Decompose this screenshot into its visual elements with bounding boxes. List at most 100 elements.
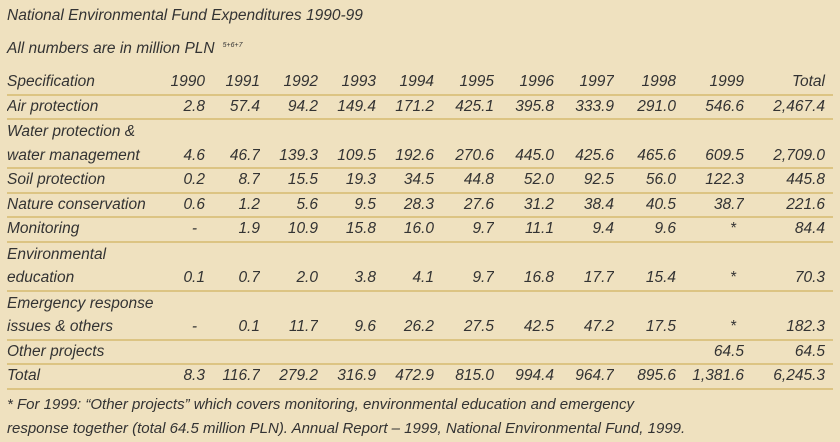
table-cell: 2,467.4 [744, 94, 833, 120]
table-row: Monitoring -1.9 10.9 15.8 16.0 9.7 11.1 9.4 9.6 *… [7, 217, 833, 243]
table-cell [554, 339, 614, 365]
table-cell [434, 339, 494, 365]
table-section: Specification 1990 1991 1992 1993 1994 1995 199… [7, 71, 833, 441]
table-cell: 116.7 [205, 364, 260, 390]
table-cell: 1.9 [205, 217, 260, 243]
table-cell: 2.8 [165, 94, 205, 120]
column-header: 1994 [376, 71, 434, 96]
row-label: Total [7, 364, 165, 390]
table-cell: 0.1 [165, 241, 205, 292]
table-cell: 9.7 [434, 241, 494, 292]
table-cell: 4.1 [376, 241, 434, 292]
table-cell: 64.5 [676, 339, 744, 365]
column-header: 1991 [205, 71, 260, 96]
table-cell: 2,709.0 [744, 119, 833, 169]
table-cell [260, 339, 318, 365]
subtitle-note: 5+6+7 [222, 42, 243, 49]
table-cell [165, 339, 205, 365]
table-title: National Environmental Fund Expenditures… [7, 7, 363, 24]
table-row: Environmental education 0.1 0.7 2.0 3.8 4.1 9.… [7, 241, 833, 292]
table-cell: 1,381.6 [676, 364, 744, 390]
table-cell: 3.8 [318, 241, 376, 292]
table-cell: 31.2 [494, 192, 554, 218]
table-cell: - [165, 290, 205, 341]
table-cell: 149.4 [318, 94, 376, 120]
table-cell: 5.6 [260, 192, 318, 218]
table-cell: 44.8 [434, 168, 494, 194]
table-cell: 182.3 [744, 290, 833, 341]
table-cell: 395.8 [494, 94, 554, 120]
table-cell: 38.7 [676, 192, 744, 218]
table-cell: 994.4 [494, 364, 554, 390]
table-cell: 9.5 [318, 192, 376, 218]
table-cell: 472.9 [376, 364, 434, 390]
table-cell: 15.4 [614, 241, 676, 292]
table-cell: 28.3 [376, 192, 434, 218]
table-subtitle: All numbers are in million PLN 5+6+7 [7, 36, 242, 59]
table-cell: 16.0 [376, 217, 434, 243]
table-cell: 56.0 [614, 168, 676, 194]
footnote-line-2: response together (total 64.5 million PL… [7, 419, 686, 437]
table-cell: 6,245.3 [744, 364, 833, 390]
table-cell: 0.6 [165, 192, 205, 218]
table-cell: 94.2 [260, 94, 318, 120]
table-cell: 8.7 [205, 168, 260, 194]
row-label: Water protection & water management [7, 119, 165, 169]
table-cell: 64.5 [744, 339, 833, 365]
table-cell: 333.9 [554, 94, 614, 120]
table-cell: 34.5 [376, 168, 434, 194]
table-cell [318, 339, 376, 365]
table-cell [494, 339, 554, 365]
column-header: Specification [7, 71, 165, 96]
table-cell: 0.7 [205, 241, 260, 292]
table-cell: 192.6 [376, 119, 434, 169]
table-cell: 52.0 [494, 168, 554, 194]
table-cell: * [676, 290, 744, 341]
table-cell: 291.0 [614, 94, 676, 120]
table-cell: 815.0 [434, 364, 494, 390]
table-cell: 895.6 [614, 364, 676, 390]
table-cell: 10.9 [260, 217, 318, 243]
column-header: 1998 [614, 71, 676, 96]
table-cell: 27.6 [434, 192, 494, 218]
table-cell: - [165, 217, 205, 243]
table-cell: 11.1 [494, 217, 554, 243]
table-cell: 546.6 [676, 94, 744, 120]
table-cell: 9.6 [614, 217, 676, 243]
table-cell: 17.7 [554, 241, 614, 292]
table-cell: 17.5 [614, 290, 676, 341]
table-cell: 171.2 [376, 94, 434, 120]
row-label: Air protection [7, 94, 165, 120]
table-cell: 425.1 [434, 94, 494, 120]
table-cell: 40.5 [614, 192, 676, 218]
footnote-line-1: * For 1999: “Other projects” which cover… [7, 395, 634, 413]
expenditures-table: Specification 1990 1991 1992 1993 1994 1995 199… [7, 71, 833, 390]
table-row: Water protection & water management 4.6 46… [7, 119, 833, 169]
column-header: 1995 [434, 71, 494, 96]
table-cell: 70.3 [744, 241, 833, 292]
table-cell: 465.6 [614, 119, 676, 169]
column-header: 1996 [494, 71, 554, 96]
column-header: 1999 [676, 71, 744, 96]
table-cell: 9.4 [554, 217, 614, 243]
table-cell: 8.3 [165, 364, 205, 390]
table-cell: 2.0 [260, 241, 318, 292]
table-cell [376, 339, 434, 365]
table-cell: 57.4 [205, 94, 260, 120]
table-cell: 84.4 [744, 217, 833, 243]
table-cell: 0.2 [165, 168, 205, 194]
table-row: Total 8.3 116.7 279.2 316.9 472.9 815.0 994.4 96… [7, 364, 833, 390]
table-cell: 26.2 [376, 290, 434, 341]
table-cell: 92.5 [554, 168, 614, 194]
column-header: Total [744, 71, 833, 96]
column-header: 1992 [260, 71, 318, 96]
row-label: Emergency response issues & others [7, 290, 165, 341]
table-row: Nature conservation 0.6 1.2 5.6 9.5 28.3 27.6 3… [7, 192, 833, 218]
row-label: Monitoring [7, 217, 165, 243]
table-cell: 0.1 [205, 290, 260, 341]
table-row: Soil protection 0.2 8.7 15.5 19.3 34.5 44.8 52.… [7, 168, 833, 194]
table-cell: 316.9 [318, 364, 376, 390]
table-cell: 47.2 [554, 290, 614, 341]
column-header: 1997 [554, 71, 614, 96]
table-cell: 46.7 [205, 119, 260, 169]
